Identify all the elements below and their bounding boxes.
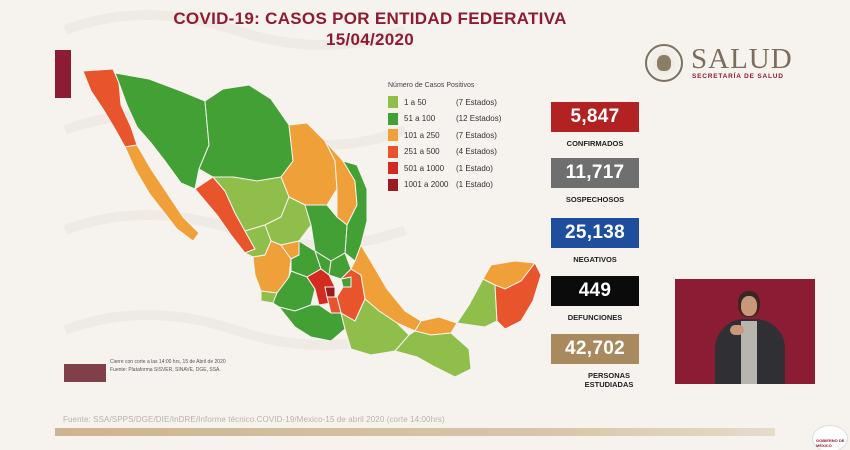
mexico-map — [82, 68, 542, 378]
cutoff-note: Cierre con corte a las 14:00 hrs, 15 de … — [110, 359, 226, 365]
legend-count: (7 Estados) — [456, 130, 497, 140]
stat-value: 11,717 — [551, 158, 639, 188]
stat-personas-estudiadas: 42,702 PERSONAS ESTUDIADAS — [551, 334, 639, 389]
platform-logo — [64, 364, 106, 382]
stat-label: SOSPECHOSOS — [565, 195, 625, 204]
legend-range: 251 a 500 — [404, 147, 440, 156]
stat-value: 449 — [551, 276, 639, 306]
legend-count: (12 Estados) — [456, 114, 502, 123]
stat-label: DEFUNCIONES — [567, 313, 623, 322]
state-chihuahua — [198, 84, 294, 182]
stat-defunciones: 449 DEFUNCIONES — [551, 276, 639, 322]
legend-range: 1 a 50 — [404, 97, 427, 107]
legend-item: 501 a 1000 (1 Estado) — [388, 161, 538, 175]
legend-count: (1 Estado) — [456, 163, 493, 173]
state-ciudad-de-mexico — [324, 286, 336, 298]
stat-sospechosos: 11,717 SOSPECHOSOS — [551, 158, 639, 204]
stat-label: PERSONAS ESTUDIADAS — [584, 371, 634, 389]
legend-item: 251 a 500 (4 Estados) — [388, 145, 538, 159]
stat-confirmados: 5,847 CONFIRMADOS — [551, 102, 639, 148]
legend-swatch — [388, 96, 398, 108]
logo-subtitle: SECRETARÍA DE SALUD — [692, 73, 784, 80]
map-legend: Número de Casos Positivos 1 a 50 (7 Estad… — [388, 82, 538, 194]
legend-range: 501 a 1000 — [404, 163, 445, 173]
logo-name: SALUD — [691, 43, 793, 75]
legend-count: (7 Estados) — [456, 97, 497, 107]
legend-swatch — [388, 112, 398, 125]
interpreter-face — [741, 296, 757, 316]
legend-range: 1001 a 2000 — [404, 180, 449, 189]
legend-item: 51 a 100 (12 Estados) — [388, 112, 538, 126]
title-line-1: COVID-19: CASOS POR ENTIDAD FEDERATIVA — [173, 9, 567, 28]
gobierno-logo: GOBIERNO DE MÉXICO — [812, 425, 848, 450]
state-jalisco — [252, 240, 292, 294]
legend-item: 101 a 250 (7 Estados) — [388, 128, 538, 142]
stat-value: 42,702 — [551, 334, 639, 364]
legend-swatch — [388, 162, 398, 174]
state-chiapas — [394, 330, 472, 378]
legend-swatch — [388, 145, 398, 158]
state-sonora — [114, 72, 210, 190]
stat-label: NEGATIVOS — [573, 255, 617, 264]
source-notes: Cierre con corte a las 14:00 hrs, 15 de … — [110, 358, 226, 374]
interpreter-hand — [730, 325, 744, 335]
title-line-2: 15/04/2020 — [325, 30, 415, 49]
state-quintana-roo — [494, 262, 542, 330]
legend-title: Número de Casos Positivos — [388, 82, 475, 89]
state-baja-california-sur — [124, 144, 200, 242]
legend-range: 101 a 250 — [404, 130, 440, 140]
stat-value: 25,138 — [551, 218, 639, 248]
state-michoacan — [272, 270, 316, 312]
bottom-strip — [55, 428, 775, 436]
corner-logo-text: GOBIERNO DE MÉXICO — [816, 438, 845, 448]
legend-swatch — [388, 129, 398, 141]
stat-value: 5,847 — [551, 102, 639, 132]
legend-item: 1001 a 2000 (1 Estado) — [388, 178, 538, 192]
platform-note: Fuente: Plataforma SISVER, SINAVE, DGE, … — [110, 367, 221, 373]
stat-label: CONFIRMADOS — [566, 139, 624, 148]
slide-title: COVID-19: CASOS POR ENTIDAD FEDERATIVA 1… — [120, 8, 620, 50]
stat-negativos: 25,138 NEGATIVOS — [551, 218, 639, 264]
accent-bar — [55, 50, 71, 98]
interpreter-shirt — [741, 321, 757, 384]
sign-language-interpreter-video — [675, 279, 815, 384]
legend-range: 51 a 100 — [404, 114, 436, 123]
source-footnote: Fuente: SSA/SPPS/DGE/DIE/InDRE/Informe t… — [63, 415, 445, 424]
legend-count: (4 Estados) — [456, 147, 497, 156]
salud-logo: SALUD SECRETARÍA DE SALUD — [645, 44, 805, 84]
legend-count: (1 Estado) — [456, 180, 493, 189]
legend-swatch — [388, 178, 398, 191]
legend-item: 1 a 50 (7 Estados) — [388, 95, 538, 109]
state-campeche — [456, 278, 498, 328]
coat-of-arms-icon — [645, 44, 683, 82]
